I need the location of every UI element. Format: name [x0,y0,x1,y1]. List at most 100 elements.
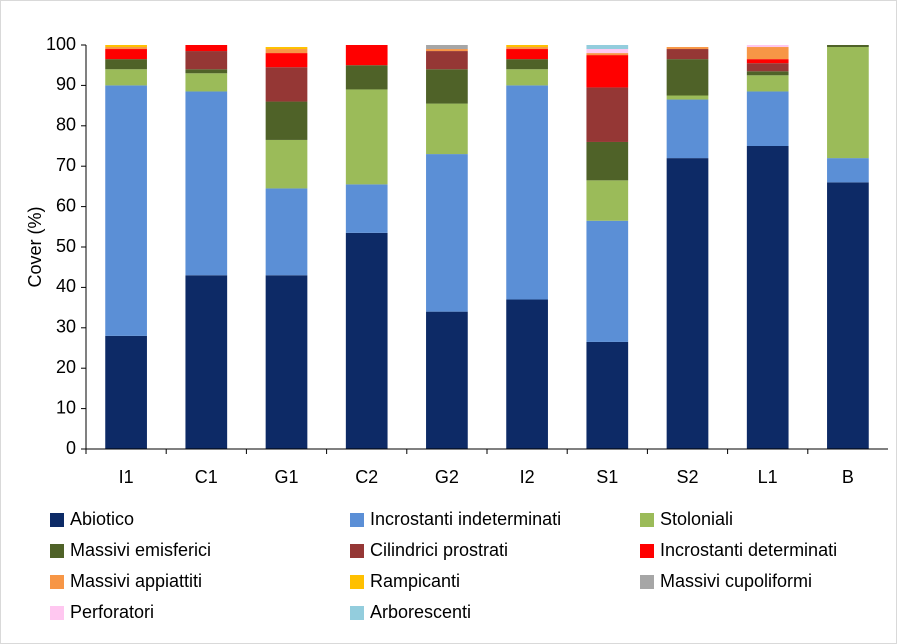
legend-swatch [640,575,654,589]
bar-segment [506,47,548,50]
bar-segment [426,103,468,155]
y-tick-label: 10 [56,397,76,417]
x-tick-label: C2 [355,467,378,487]
bar-segment [426,69,468,104]
bar-segment [746,71,789,76]
legend-label: Massivi cupoliformi [660,571,812,591]
legend-label: Incrostanti indeterminati [370,509,561,529]
bar-segment [345,45,388,66]
legend-label: Cilindrici prostrati [370,540,508,560]
bar-segment [746,63,789,72]
bar-segment [746,45,789,48]
bar-segment [105,69,147,86]
bar-segment [265,47,308,50]
bar-segment [506,85,548,300]
x-tick-label: I2 [520,467,535,487]
y-axis-label: Cover (%) [25,206,45,287]
bar-segment [265,101,308,140]
bar-segment [265,188,308,276]
legend-swatch [50,575,64,589]
bar-segment [265,275,308,449]
legend-swatch [350,513,364,527]
bar-segment [586,141,629,181]
bar-segment [265,49,308,54]
bar-segment [426,49,468,52]
bar-segment [666,99,709,159]
legend-swatch [50,606,64,620]
legend-label: Abiotico [70,509,134,529]
bar-segment [666,49,709,60]
bar-segment [586,341,629,449]
x-tick-label: S2 [676,467,698,487]
bar-segment [827,47,869,159]
legend-label: Stoloniali [660,509,733,529]
bar-segment [827,45,869,48]
bar-segment [265,67,308,102]
bar-segment [506,69,548,86]
x-tick-label: C1 [195,467,218,487]
bar-segment [105,335,147,449]
legend-label: Rampicanti [370,571,460,591]
y-tick-label: 100 [46,34,76,54]
legend-swatch [640,544,654,558]
bar-segment [666,47,709,50]
bar-segment [586,220,629,342]
bar-segment [827,158,869,183]
bar-segment [105,47,147,50]
y-tick-label: 0 [66,438,76,458]
legend-swatch [350,606,364,620]
bar-segment [426,51,468,70]
y-tick-label: 70 [56,155,76,175]
bar-segment [345,184,388,233]
bar-segment [265,53,308,68]
bar-segment [426,154,468,312]
bar-segment [506,45,548,48]
bar-segment [185,51,228,70]
bar-segment [105,49,147,60]
bar-segment [345,89,388,185]
bar-segment [746,91,789,146]
bar-segment [746,75,789,92]
y-tick-label: 90 [56,74,76,94]
bar-segment [265,139,308,189]
bar-segment [105,59,147,70]
legend-swatch [50,513,64,527]
bar-segment [185,275,228,449]
bar-segment [666,59,709,96]
bar-segment [185,69,228,74]
legend-swatch [350,575,364,589]
bar-segment [345,232,388,449]
y-tick-label: 50 [56,236,76,256]
legend-label: Massivi emisferici [70,540,211,560]
bar-segment [586,53,629,56]
legend-label: Perforatori [70,602,154,622]
y-tick-label: 20 [56,357,76,377]
bar-segment [185,45,228,52]
legend-swatch [50,544,64,558]
x-tick-label: G2 [435,467,459,487]
y-tick-label: 30 [56,317,76,337]
bar-segment [426,311,468,449]
bar-segment [666,158,709,449]
bar-segment [426,45,468,50]
y-tick-label: 40 [56,276,76,296]
bar-segment [185,73,228,92]
legend-label: Massivi appiattiti [70,571,202,591]
bar-segment [586,87,629,142]
bar-segment [746,146,789,449]
bar-segment [185,91,228,276]
x-tick-label: G1 [274,467,298,487]
bar-segment [666,95,709,100]
legend-swatch [350,544,364,558]
x-tick-label: I1 [119,467,134,487]
x-tick-label: B [842,467,854,487]
bar-segment [746,59,789,64]
bar-segment [586,49,629,54]
bar-segment [586,55,629,88]
bar-segment [506,59,548,70]
legend-swatch [640,513,654,527]
bar-segment [586,45,629,50]
bar-segment [105,45,147,48]
bar-segment [506,49,548,60]
